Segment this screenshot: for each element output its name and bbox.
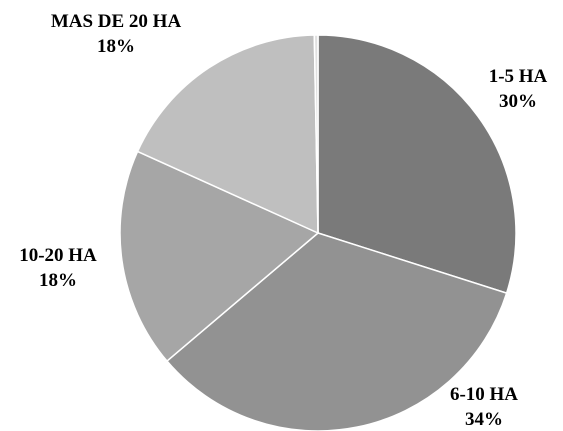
slice-percent-mas-de-20-ha: 18%: [97, 36, 135, 57]
pie-slice-6-10-ha: [165, 232, 508, 431]
slice-label-mas-de-20-ha: MAS DE 20 HA: [51, 11, 182, 32]
pie-slices: [119, 34, 517, 431]
pie-slice-unlabeled-4: [313, 34, 319, 234]
label-1-5-ha: 1-5 HA 30%: [489, 66, 548, 112]
pie-slice-mas-de-20-ha: [136, 34, 319, 235]
slice-percent-1-5-ha: 30%: [499, 91, 537, 112]
label-10-20-ha: 10-20 HA 18%: [19, 245, 97, 291]
slice-label-10-20-ha: 10-20 HA: [19, 245, 97, 266]
slice-percent-10-20-ha: 18%: [39, 270, 77, 291]
label-mas-de-20-ha: MAS DE 20 HA 18%: [51, 11, 182, 57]
label-6-10-ha: 6-10 HA 34%: [450, 384, 518, 430]
slice-label-1-5-ha: 1-5 HA: [489, 66, 548, 87]
slice-label-6-10-ha: 6-10 HA: [450, 384, 518, 405]
pie-slice-1-5-ha: [317, 34, 517, 295]
pie-slice-10-20-ha: [119, 150, 320, 363]
slice-percent-6-10-ha: 34%: [465, 409, 503, 430]
